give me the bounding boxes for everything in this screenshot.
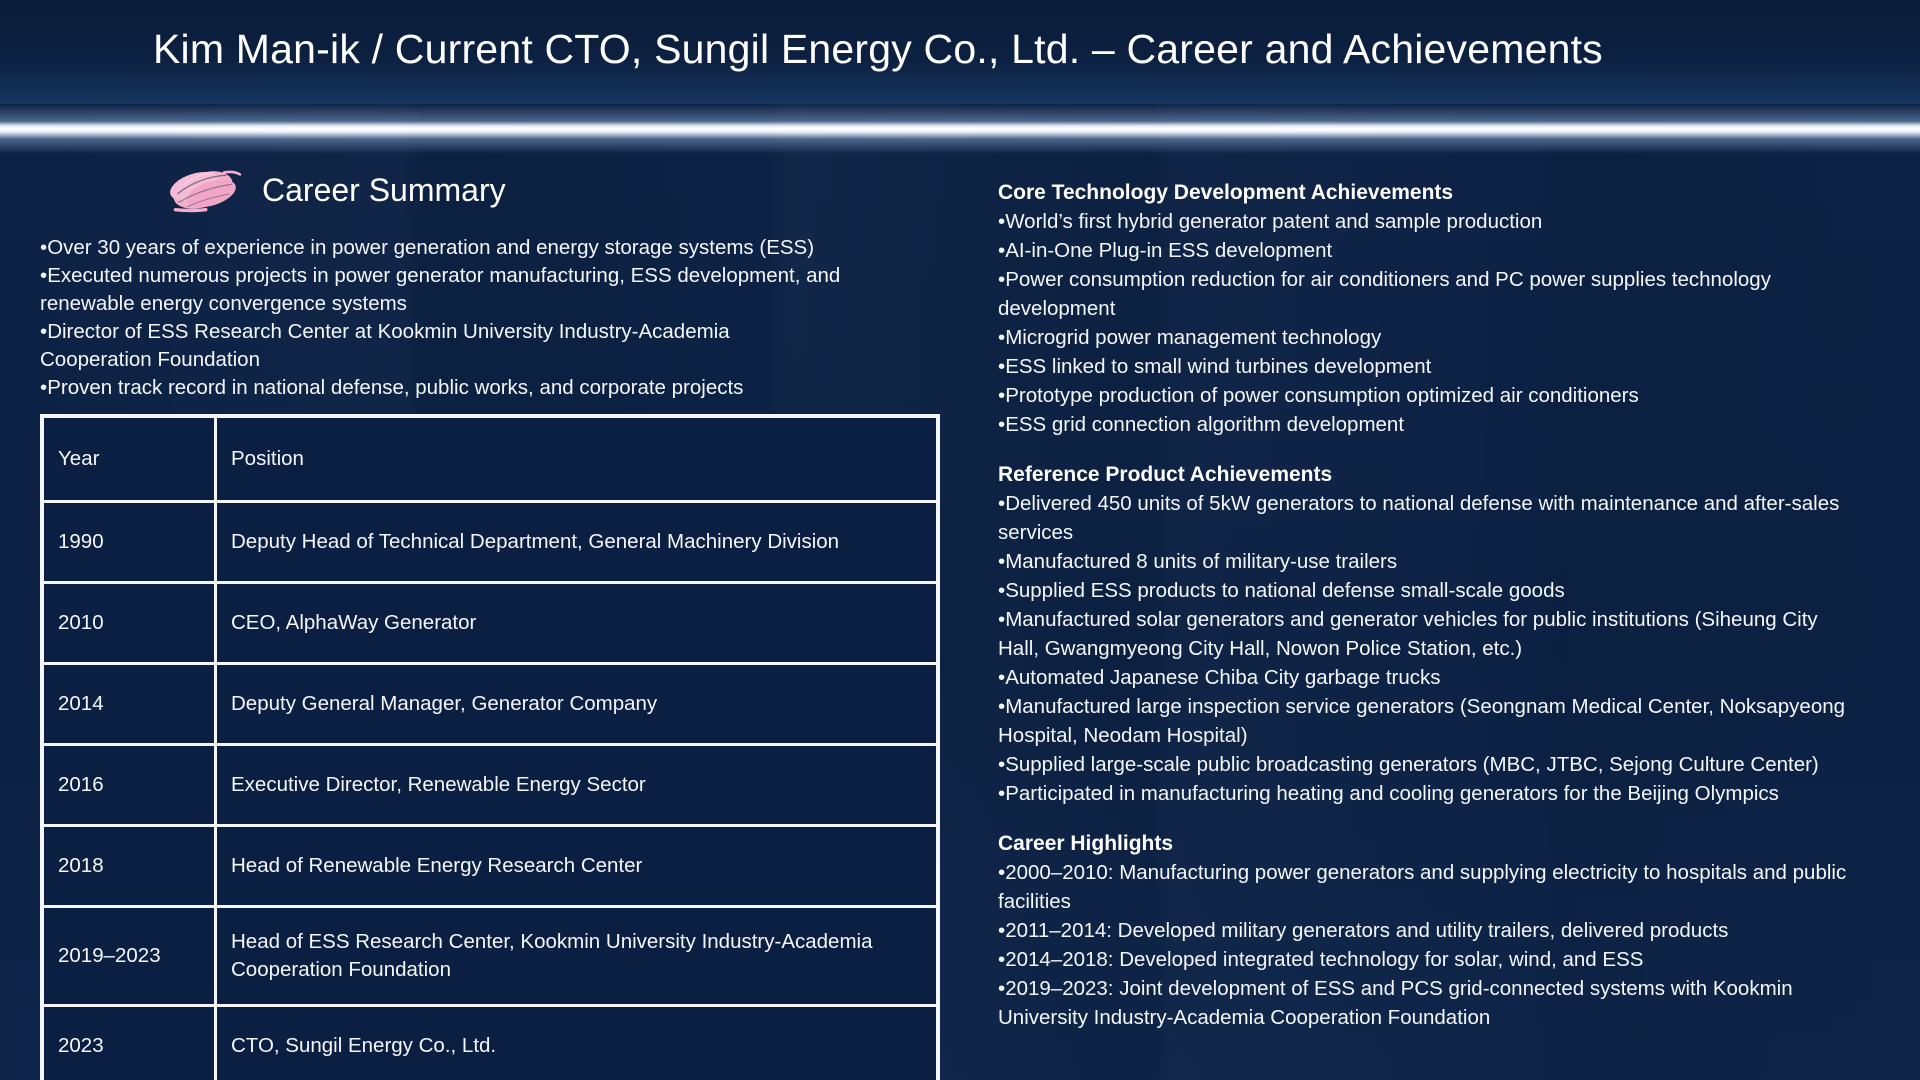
highlight-bullet: 2000–2010: Manufacturing power generator… — [998, 858, 1860, 916]
table-row: 2014 Deputy General Manager, Generator C… — [40, 662, 940, 746]
career-summary-header: Career Summary — [160, 156, 940, 224]
achievement-bullet: Delivered 450 units of 5kW generators to… — [998, 489, 1860, 547]
left-column: Career Summary Over 30 years of experien… — [40, 152, 940, 1080]
right-column: Core Technology Development Achievements… — [998, 178, 1860, 1032]
achievement-bullet: Manufactured large inspection service ge… — [998, 692, 1860, 750]
year-cell: 2023 — [40, 1004, 217, 1080]
table-row: 2019–2023 Head of ESS Research Center, K… — [40, 905, 940, 1007]
year-cell: 2018 — [40, 824, 217, 908]
achievement-bullet: World’s first hybrid generator patent an… — [998, 207, 1860, 236]
section-heading-career-highlights: Career Highlights — [998, 832, 1174, 855]
table-row: 1990 Deputy Head of Technical Department… — [40, 500, 940, 584]
achievement-bullet: ESS grid connection algorithm developmen… — [998, 410, 1860, 439]
achievement-bullet: Automated Japanese Chiba City garbage tr… — [998, 663, 1860, 692]
achievement-bullet: ESS linked to small wind turbines develo… — [998, 352, 1860, 381]
highlight-bullet: 2014–2018: Developed integrated technolo… — [998, 945, 1860, 974]
table-row: 2023 CTO, Sungil Energy Co., Ltd. — [40, 1004, 940, 1080]
achievement-bullet: Supplied ESS products to national defens… — [998, 576, 1860, 605]
summary-bullet: Director of ESS Research Center at Kookm… — [40, 318, 940, 374]
section-heading-reference-products: Reference Product Achievements — [998, 463, 1333, 486]
year-cell: 2019–2023 — [40, 905, 217, 1007]
achievement-bullet: Participated in manufacturing heating an… — [998, 779, 1860, 808]
divider-glow-bar — [0, 104, 1920, 154]
header-cell-position: Position — [214, 414, 940, 503]
achievement-bullet: Manufactured 8 units of military-use tra… — [998, 547, 1860, 576]
career-table: Year Position 1990 Deputy Head of Techni… — [40, 414, 940, 1080]
achievement-bullet: Power consumption reduction for air cond… — [998, 265, 1860, 323]
highlight-bullet: 2011–2014: Developed military generators… — [998, 916, 1860, 945]
career-highlights-list: 2000–2010: Manufacturing power generator… — [998, 858, 1860, 1032]
career-summary-title: Career Summary — [262, 171, 506, 208]
pink-brush-stroke-icon — [170, 170, 242, 213]
achievement-bullet: Manufactured solar generators and genera… — [998, 605, 1860, 663]
achievement-bullet: AI-in-One Plug-in ESS development — [998, 236, 1860, 265]
table-row: 2016 Executive Director, Renewable Energ… — [40, 743, 940, 827]
core-technology-list: World’s first hybrid generator patent an… — [998, 207, 1860, 439]
year-cell: 2014 — [40, 662, 217, 746]
position-cell: Executive Director, Renewable Energy Sec… — [214, 743, 940, 827]
position-cell: Head of ESS Research Center, Kookmin Uni… — [214, 905, 940, 1007]
position-cell: Deputy General Manager, Generator Compan… — [214, 662, 940, 746]
position-cell: Head of Renewable Energy Research Center — [214, 824, 940, 908]
section-heading-core-technology: Core Technology Development Achievements — [998, 181, 1454, 204]
position-cell: CEO, AlphaWay Generator — [214, 581, 940, 665]
summary-bullet: Over 30 years of experience in power gen… — [40, 234, 940, 262]
highlight-bullet: 2019–2023: Joint development of ESS and … — [998, 974, 1860, 1032]
slide-title: Kim Man-ik / Current CTO, Sungil Energy … — [153, 26, 1603, 72]
position-cell: Deputy Head of Technical Department, Gen… — [214, 500, 940, 584]
summary-bullet: Executed numerous projects in power gene… — [40, 262, 940, 318]
year-cell: 1990 — [40, 500, 217, 584]
table-header-row: Year Position — [40, 414, 940, 503]
achievement-bullet: Microgrid power management technology — [998, 323, 1860, 352]
title-band: Kim Man-ik / Current CTO, Sungil Energy … — [0, 0, 1920, 104]
year-cell: 2010 — [40, 581, 217, 665]
reference-products-list: Delivered 450 units of 5kW generators to… — [998, 489, 1860, 808]
achievement-bullet: Prototype production of power consumptio… — [998, 381, 1860, 410]
table-row: 2018 Head of Renewable Energy Research C… — [40, 824, 940, 908]
summary-bullet: Proven track record in national defense,… — [40, 374, 940, 402]
year-cell: 2016 — [40, 743, 217, 827]
table-row: 2010 CEO, AlphaWay Generator — [40, 581, 940, 665]
achievement-bullet: Supplied large-scale public broadcasting… — [998, 750, 1860, 779]
career-summary-list: Over 30 years of experience in power gen… — [40, 234, 940, 402]
position-cell: CTO, Sungil Energy Co., Ltd. — [214, 1004, 940, 1080]
header-cell-year: Year — [40, 414, 217, 503]
